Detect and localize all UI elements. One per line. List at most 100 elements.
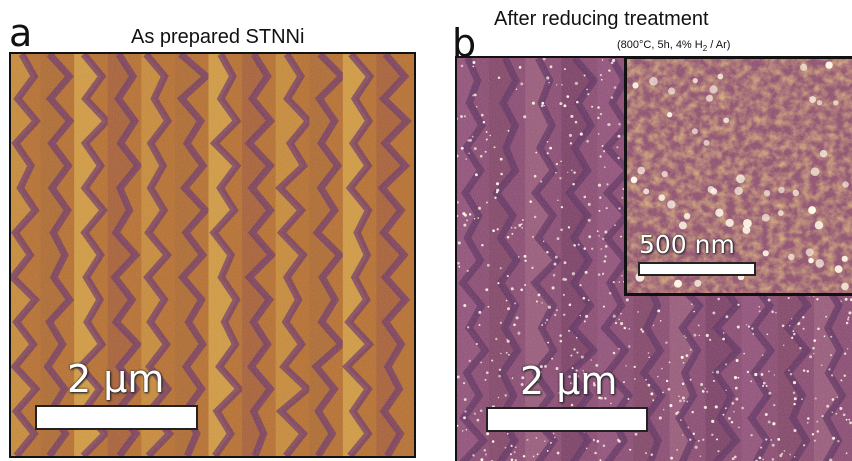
nanoparticle bbox=[504, 394, 507, 397]
nanoparticle bbox=[707, 186, 715, 193]
nanoparticle bbox=[507, 307, 510, 311]
nanoparticle bbox=[722, 337, 725, 341]
nanoparticle bbox=[473, 93, 477, 97]
nanoparticle bbox=[570, 354, 573, 357]
nanoparticle bbox=[598, 235, 600, 237]
nanoparticle bbox=[645, 452, 647, 455]
nanoparticle bbox=[752, 333, 755, 335]
nanoparticle bbox=[499, 267, 502, 270]
nanoparticle bbox=[532, 455, 535, 458]
nanoparticle bbox=[599, 155, 602, 158]
nanoparticle bbox=[662, 408, 665, 411]
nanoparticle bbox=[563, 313, 566, 316]
nanoparticle bbox=[627, 398, 630, 400]
nanoparticle bbox=[463, 398, 467, 401]
nanoparticle bbox=[607, 123, 611, 127]
nanoparticle bbox=[536, 378, 540, 382]
nanoparticle bbox=[727, 416, 731, 420]
nanoparticle bbox=[761, 213, 770, 222]
nanoparticle bbox=[686, 400, 689, 403]
nanoparticle bbox=[792, 391, 796, 395]
nanoparticle bbox=[683, 335, 686, 337]
nanoparticle bbox=[583, 372, 586, 375]
nanoparticle bbox=[480, 458, 484, 461]
nanoparticle bbox=[555, 171, 557, 174]
nanoparticle bbox=[771, 458, 775, 461]
nanoparticle bbox=[709, 85, 718, 94]
nanoparticle bbox=[588, 235, 592, 239]
nanoparticle bbox=[582, 296, 586, 300]
nanoparticle bbox=[618, 207, 621, 210]
nanoparticle bbox=[457, 154, 459, 158]
nanoparticle bbox=[777, 210, 784, 217]
conditions-prefix: (800°C, 5h, 4% H bbox=[617, 39, 703, 51]
nanoparticle bbox=[535, 300, 538, 303]
nanoparticle bbox=[485, 371, 489, 375]
nanoparticle bbox=[678, 399, 682, 403]
nanoparticle bbox=[576, 100, 579, 104]
nanoparticle bbox=[735, 359, 739, 362]
nanoparticle bbox=[841, 255, 848, 262]
nanoparticle bbox=[596, 230, 599, 233]
nanoparticle bbox=[463, 416, 466, 420]
afm-image-as-prepared bbox=[9, 52, 416, 458]
nanoparticle bbox=[683, 399, 686, 402]
nanoparticle bbox=[543, 104, 546, 107]
nanoparticle bbox=[479, 409, 483, 413]
nanoparticle bbox=[457, 201, 459, 204]
nanoparticle bbox=[538, 293, 541, 296]
nanoparticle bbox=[544, 440, 546, 442]
nanoparticle bbox=[506, 274, 509, 278]
nanoparticle bbox=[600, 78, 603, 81]
nanoparticle bbox=[715, 208, 724, 217]
nanoparticle bbox=[467, 326, 470, 329]
nanoparticle bbox=[680, 355, 684, 359]
nanoparticle bbox=[832, 436, 836, 440]
nanoparticle bbox=[745, 324, 748, 326]
nanoparticle bbox=[779, 454, 783, 458]
nanoparticle bbox=[667, 112, 673, 118]
nanoparticle bbox=[575, 336, 578, 339]
nanoparticle bbox=[703, 139, 710, 146]
nanoparticle bbox=[738, 426, 740, 429]
nanoparticle bbox=[602, 237, 605, 240]
nanoparticle bbox=[573, 171, 576, 174]
afm-topography-inset bbox=[627, 59, 852, 293]
nanoparticle bbox=[599, 196, 602, 199]
nanoparticle bbox=[807, 417, 810, 420]
nanoparticle bbox=[520, 288, 523, 292]
nanoparticle bbox=[825, 61, 833, 69]
nanoparticle bbox=[668, 87, 676, 95]
nanoparticle bbox=[586, 88, 588, 91]
nanoparticle bbox=[823, 335, 826, 338]
nanoparticle bbox=[620, 235, 623, 238]
nanoparticle bbox=[613, 86, 617, 89]
nanoparticle bbox=[781, 452, 784, 455]
nanoparticle bbox=[518, 223, 522, 227]
nanoparticle bbox=[809, 355, 813, 359]
nanoparticle bbox=[601, 273, 604, 276]
nanoparticle bbox=[681, 396, 685, 400]
nanoparticle bbox=[629, 448, 632, 451]
nanoparticle bbox=[760, 446, 763, 449]
nanoparticle bbox=[649, 76, 658, 86]
nanoparticle bbox=[497, 76, 501, 80]
nanoparticle bbox=[625, 364, 627, 367]
nanoparticle bbox=[539, 365, 543, 369]
nanoparticle bbox=[526, 438, 529, 441]
nanoparticle bbox=[514, 302, 517, 305]
nanoparticle bbox=[713, 379, 715, 382]
nanoparticle bbox=[667, 200, 676, 209]
nanoparticle bbox=[775, 311, 777, 314]
nanoparticle bbox=[568, 329, 571, 332]
nanoparticle bbox=[600, 396, 603, 400]
nanoparticle bbox=[846, 348, 849, 350]
nanoparticle bbox=[571, 272, 575, 276]
nanoparticle bbox=[507, 129, 510, 132]
nanoparticle bbox=[569, 142, 573, 145]
nanoparticle bbox=[574, 81, 578, 85]
nanoparticle bbox=[848, 418, 851, 421]
nanoparticle bbox=[547, 305, 551, 309]
nanoparticle bbox=[665, 379, 669, 383]
nanoparticle bbox=[583, 247, 586, 250]
